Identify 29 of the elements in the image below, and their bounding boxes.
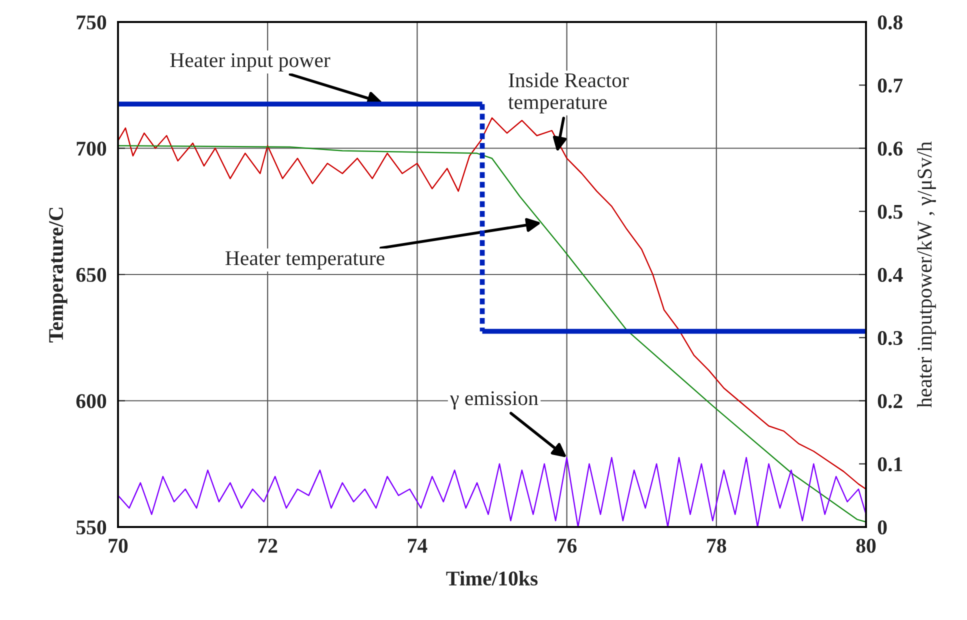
x-axis-title: Time/10ks (446, 570, 538, 586)
x-tick-label: 70 (108, 538, 128, 553)
x-tick-label: 80 (856, 538, 876, 553)
y-tick-label: 550 (76, 520, 106, 534)
y2-tick-label: 0.6 (878, 142, 903, 156)
y2-tick-label: 0.1 (878, 457, 902, 472)
y-tick-label: 750 (76, 15, 106, 30)
y2-tick-label: 0.4 (878, 268, 903, 282)
annotation: Heater temperature (226, 251, 384, 270)
y2-tick-label: 0.5 (878, 204, 902, 219)
x-tick-label: 76 (558, 538, 577, 553)
line-series (118, 117, 866, 490)
y2-tick-label: 0.2 (878, 394, 902, 408)
y-tick-label: 700 (76, 142, 106, 156)
y2-axis-title: heater inputpower/kW , γ/μSv/h (917, 142, 936, 408)
y2-tick-label: 0.8 (878, 15, 902, 30)
annotation: Heater input power (170, 53, 330, 72)
y-tick-label: 600 (76, 394, 106, 408)
x-tick-label: 74 (408, 538, 428, 553)
y2-tick-label: 0.7 (878, 78, 903, 93)
y2-tick-label: 0 (878, 520, 887, 534)
x-tick-label: 72 (258, 538, 278, 553)
y-tick-label: 650 (76, 268, 106, 282)
line-series (118, 145, 866, 523)
annotation: γ emission (450, 391, 538, 410)
annotation: Inside Reactor temperature (508, 72, 629, 114)
y-axis-title: Temperature/C (49, 208, 68, 342)
y2-tick-label: 0.3 (878, 331, 902, 346)
x-tick-label: 78 (707, 538, 726, 553)
